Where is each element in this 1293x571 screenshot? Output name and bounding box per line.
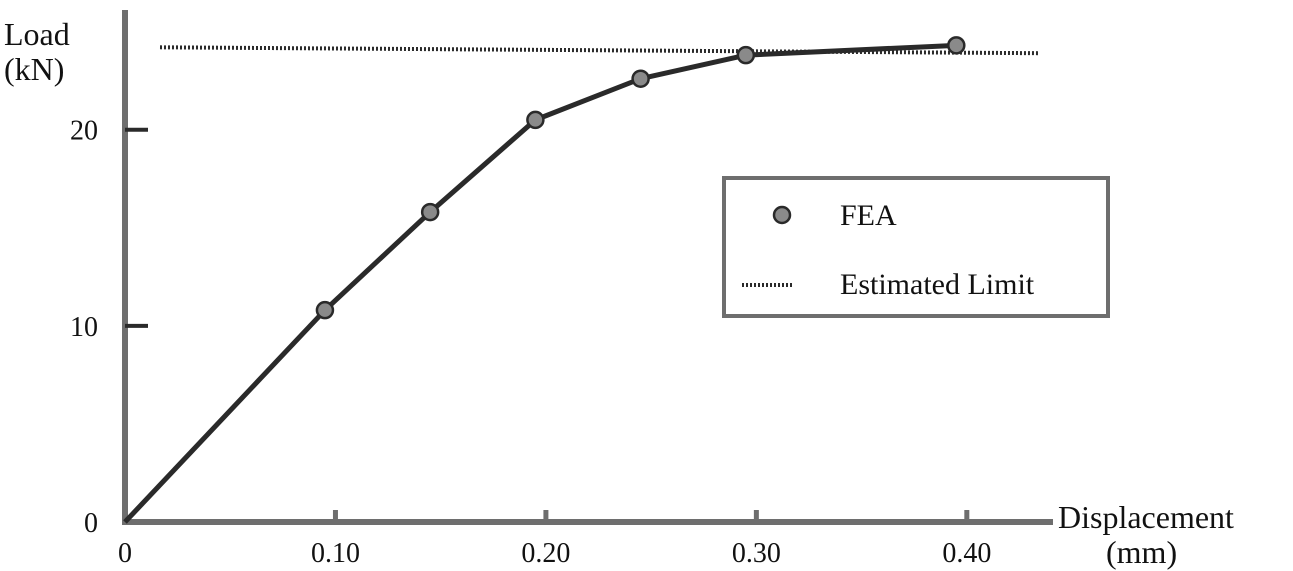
legend-fea-marker <box>772 205 792 225</box>
x-axis-title-line-1: Displacement <box>1058 499 1234 535</box>
x-tick-label: 0 <box>118 538 132 569</box>
x-tick-label: 0.20 <box>521 538 570 569</box>
x-tick-label: 0.30 <box>732 538 781 569</box>
x-axis-title-line-2: (mm) <box>1106 534 1177 570</box>
legend-estimated-limit-label: Estimated Limit <box>840 268 1035 301</box>
fea-point <box>736 45 756 65</box>
fea-point <box>947 36 966 55</box>
x-tick-label: 0.10 <box>311 538 360 569</box>
axis-titles: Load (kN) Displacement (mm) <box>4 16 1234 570</box>
fea-point <box>631 69 650 88</box>
y-tick-label: 10 <box>70 312 98 343</box>
y-axis-title-line-2: (kN) <box>4 51 64 87</box>
legend-fea-label: FEA <box>840 199 897 232</box>
fea-point <box>526 110 545 130</box>
fea-point <box>420 202 440 222</box>
y-axis-title-line-1: Load <box>4 16 70 52</box>
x-tick-label: 0.40 <box>942 538 991 569</box>
ticks: 0 0.10 0.20 0.30 0.40 0 10 20 <box>70 116 991 569</box>
y-tick-label: 20 <box>70 116 98 147</box>
series <box>123 36 1039 524</box>
y-tick-label: 0 <box>84 508 98 539</box>
axes <box>122 10 1053 525</box>
legend: FEA Estimated Limit <box>722 176 1110 318</box>
fea-point <box>315 300 335 320</box>
legend-box <box>722 176 1110 318</box>
